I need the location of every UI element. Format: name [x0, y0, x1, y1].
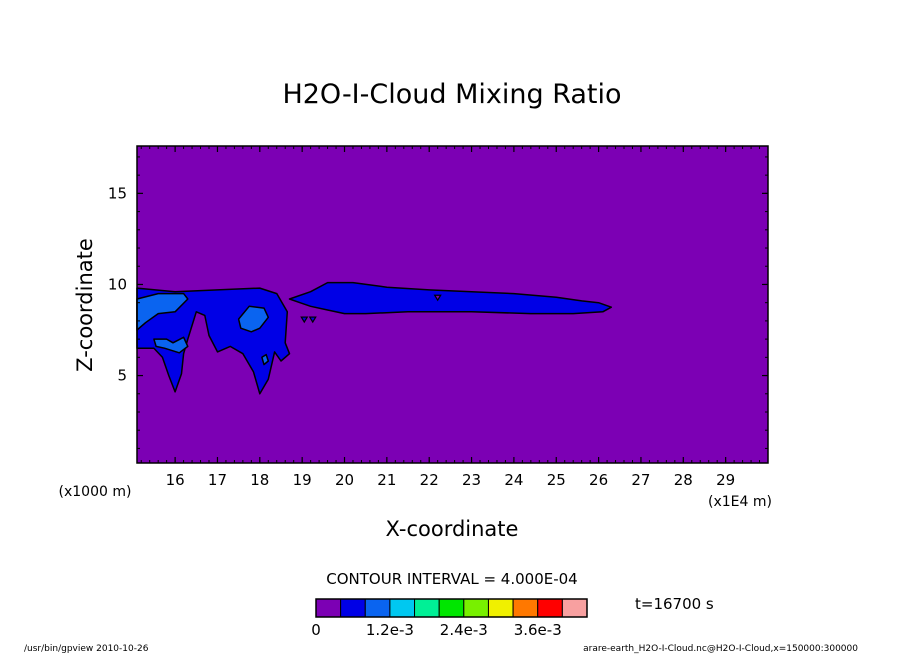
x-tick-label: 19	[293, 471, 312, 489]
z-tick-label: 15	[108, 184, 127, 202]
x-tick-label: 25	[547, 471, 566, 489]
colorbar-swatch	[389, 598, 416, 618]
x-tick-label: 18	[250, 471, 269, 489]
contour-interval: CONTOUR INTERVAL = 4.000E-04	[326, 570, 577, 588]
colorbar-label: 2.4e-3	[440, 621, 488, 639]
x-axis-label: X-coordinate	[386, 517, 519, 541]
colorbar: 0 1.2e-3 2.4e-3 3.6e-3	[311, 598, 588, 639]
contour-blob-2	[308, 316, 317, 324]
x-axis-multiplier: (x1E4 m)	[708, 494, 772, 510]
plot-frame	[136, 145, 769, 464]
contour-regions	[136, 281, 613, 395]
plot-area: 16 17 18 19 20 21 22 23 24 25 26 27 28 29 5 10 15	[108, 145, 769, 489]
time-label: t=16700 s	[635, 595, 714, 613]
colorbar-swatch	[487, 598, 514, 618]
z-ticks: 5 10 15	[108, 156, 768, 449]
contour-region-5	[237, 305, 270, 333]
colorbar-swatch	[561, 598, 588, 618]
z-tick-label: 5	[117, 367, 127, 385]
x-tick-label: 22	[420, 471, 439, 489]
x-tick-label: 28	[674, 471, 693, 489]
colorbar-swatch	[315, 598, 342, 618]
colorbar-swatch	[414, 598, 440, 618]
colorbar-swatch	[463, 598, 489, 618]
colorbar-label: 0	[311, 621, 321, 639]
x-tick-label: 17	[208, 471, 227, 489]
colorbar-label: 1.2e-3	[366, 621, 414, 639]
chart-title: H2O-I-Cloud Mixing Ratio	[282, 79, 621, 110]
z-axis-multiplier: (x1000 m)	[59, 484, 132, 500]
colorbar-swatch	[438, 598, 465, 618]
colorbar-swatch	[364, 598, 391, 618]
contour-region-2	[288, 281, 613, 315]
contour-region-4	[153, 336, 189, 354]
x-tick-label: 21	[377, 471, 396, 489]
z-axis-label: Z-coordinate	[73, 238, 97, 372]
contour-blob-3	[433, 294, 442, 302]
x-ticks: 16 17 18 19 20 21 22 23 24 25 26 27 28 29	[140, 146, 769, 489]
x-tick-label: 24	[504, 471, 523, 489]
footer-left: /usr/bin/gpview 2010-10-26	[24, 644, 149, 654]
x-tick-label: 16	[166, 471, 185, 489]
x-tick-label: 20	[335, 471, 354, 489]
x-tick-label: 23	[462, 471, 481, 489]
z-tick-label: 10	[108, 275, 127, 293]
colorbar-swatch	[512, 598, 539, 618]
colorbar-swatch	[340, 598, 366, 618]
contour-region-3	[136, 292, 189, 331]
x-tick-label: 26	[589, 471, 608, 489]
contour-region-6	[261, 353, 270, 366]
contour-blob-1	[300, 316, 309, 324]
colorbar-label: 3.6e-3	[514, 621, 562, 639]
x-tick-label: 29	[716, 471, 735, 489]
x-tick-label: 27	[631, 471, 650, 489]
footer-right: arare-earth_H2O-I-Cloud.nc@H2O-I-Cloud,x…	[583, 644, 858, 654]
colorbar-frame	[315, 598, 588, 618]
colorbar-swatch	[537, 598, 563, 618]
